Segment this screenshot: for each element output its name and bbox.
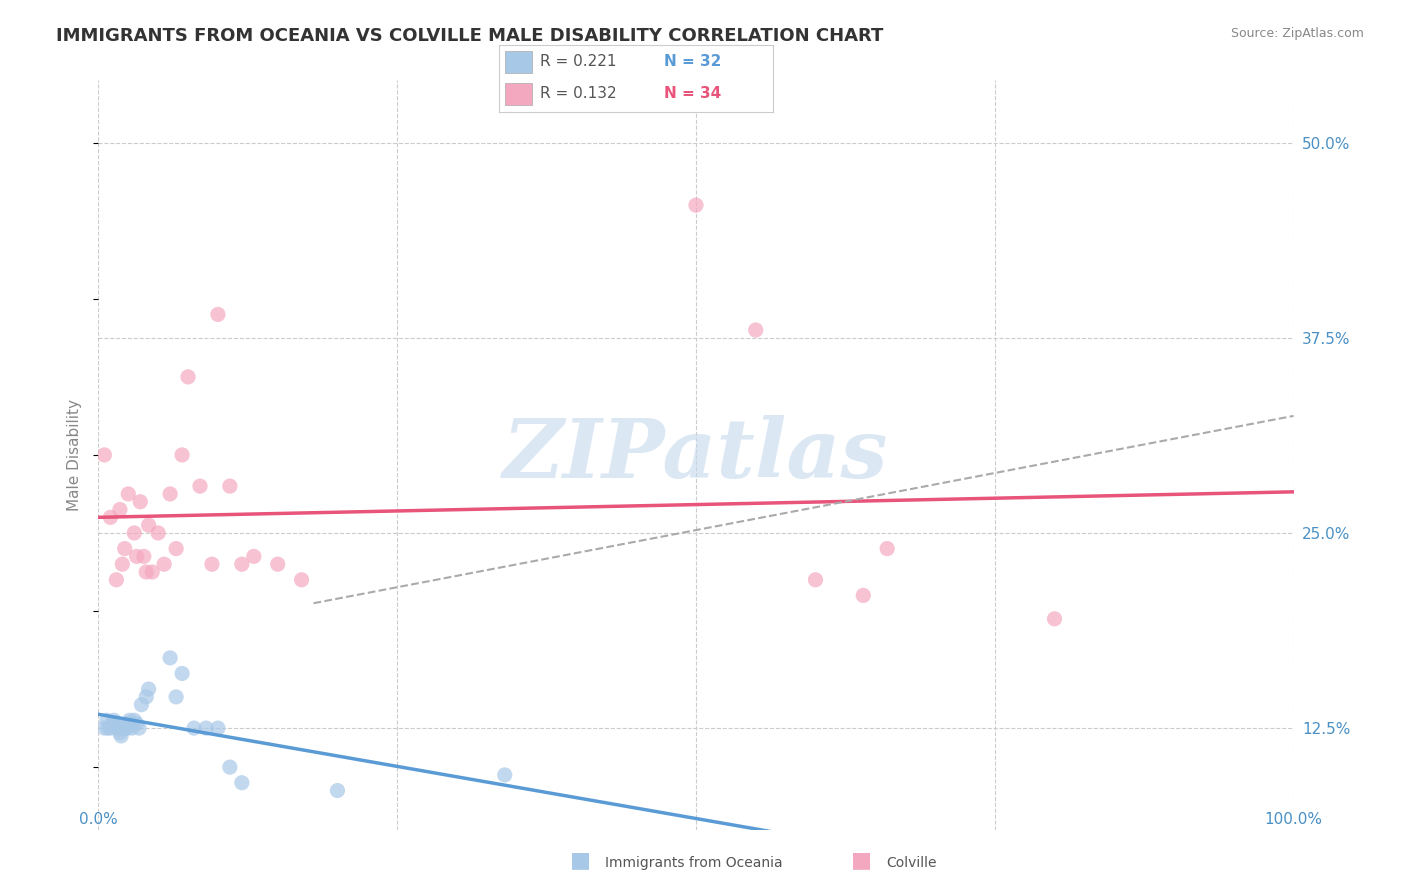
Point [93, 721, 115, 735]
Point [135, 690, 157, 704]
Point [108, 726, 131, 740]
Point [138, 682, 160, 697]
Point [105, 716, 128, 731]
Point [685, 198, 707, 212]
Point [138, 518, 160, 533]
Point [129, 494, 152, 508]
Point [267, 557, 290, 572]
Point [207, 721, 229, 735]
Point [114, 541, 136, 556]
Point [93, 448, 115, 462]
Point [97, 721, 120, 735]
Point [153, 557, 176, 572]
Point [188, 479, 211, 493]
Point [115, 721, 138, 735]
Point [132, 549, 155, 564]
Point [118, 714, 141, 728]
Point [111, 557, 134, 572]
Text: Source: ZipAtlas.com: Source: ZipAtlas.com [1230, 27, 1364, 40]
Point [172, 666, 194, 681]
Point [177, 370, 200, 384]
Text: N = 34: N = 34 [664, 86, 721, 101]
Point [165, 541, 187, 556]
Point [494, 768, 516, 782]
Text: IMMIGRANTS FROM OCEANIA VS COLVILLE MALE DISABILITY CORRELATION CHART: IMMIGRANTS FROM OCEANIA VS COLVILLE MALE… [56, 27, 883, 45]
Point [165, 690, 187, 704]
Text: R = 0.221: R = 0.221 [540, 54, 617, 70]
Point [745, 323, 768, 337]
Point [183, 721, 205, 735]
Text: N = 32: N = 32 [664, 54, 721, 70]
Point [243, 549, 266, 564]
Point [125, 716, 148, 731]
Text: ZIPatlas: ZIPatlas [503, 415, 889, 495]
Point [101, 716, 124, 731]
Point [201, 557, 224, 572]
Point [103, 714, 125, 728]
Point [231, 776, 253, 790]
Point [117, 487, 139, 501]
Point [98, 510, 122, 524]
Point [107, 721, 129, 735]
Point [148, 526, 170, 541]
Text: 0.0%: 0.0% [79, 813, 118, 828]
Point [326, 783, 349, 797]
Point [141, 565, 163, 579]
Point [105, 573, 128, 587]
Point [135, 565, 157, 579]
Text: Colville: Colville [886, 855, 936, 870]
Bar [505, 51, 531, 73]
Text: ■: ■ [569, 850, 591, 870]
Point [804, 573, 827, 587]
Point [98, 721, 122, 735]
Point [117, 716, 139, 731]
Point [1043, 612, 1066, 626]
Point [114, 721, 136, 735]
Point [124, 526, 146, 541]
Point [121, 721, 143, 735]
Point [111, 721, 134, 735]
Point [219, 479, 242, 493]
Point [876, 541, 898, 556]
Point [159, 651, 181, 665]
Point [124, 714, 146, 728]
Point [219, 760, 242, 774]
Point [291, 573, 314, 587]
Point [159, 487, 181, 501]
Text: Immigrants from Oceania: Immigrants from Oceania [605, 855, 782, 870]
Bar [505, 83, 531, 104]
Text: R = 0.132: R = 0.132 [540, 86, 617, 101]
Point [131, 698, 153, 712]
Point [207, 307, 229, 321]
Text: ■: ■ [851, 850, 872, 870]
Point [110, 729, 132, 743]
Y-axis label: Male Disability: Male Disability [67, 399, 83, 511]
Point [125, 549, 148, 564]
Point [172, 448, 194, 462]
Point [108, 502, 131, 516]
Text: 100.0%: 100.0% [1264, 813, 1323, 828]
Point [852, 589, 875, 603]
Point [96, 714, 118, 728]
Point [128, 721, 150, 735]
Point [195, 721, 218, 735]
Point [231, 557, 253, 572]
